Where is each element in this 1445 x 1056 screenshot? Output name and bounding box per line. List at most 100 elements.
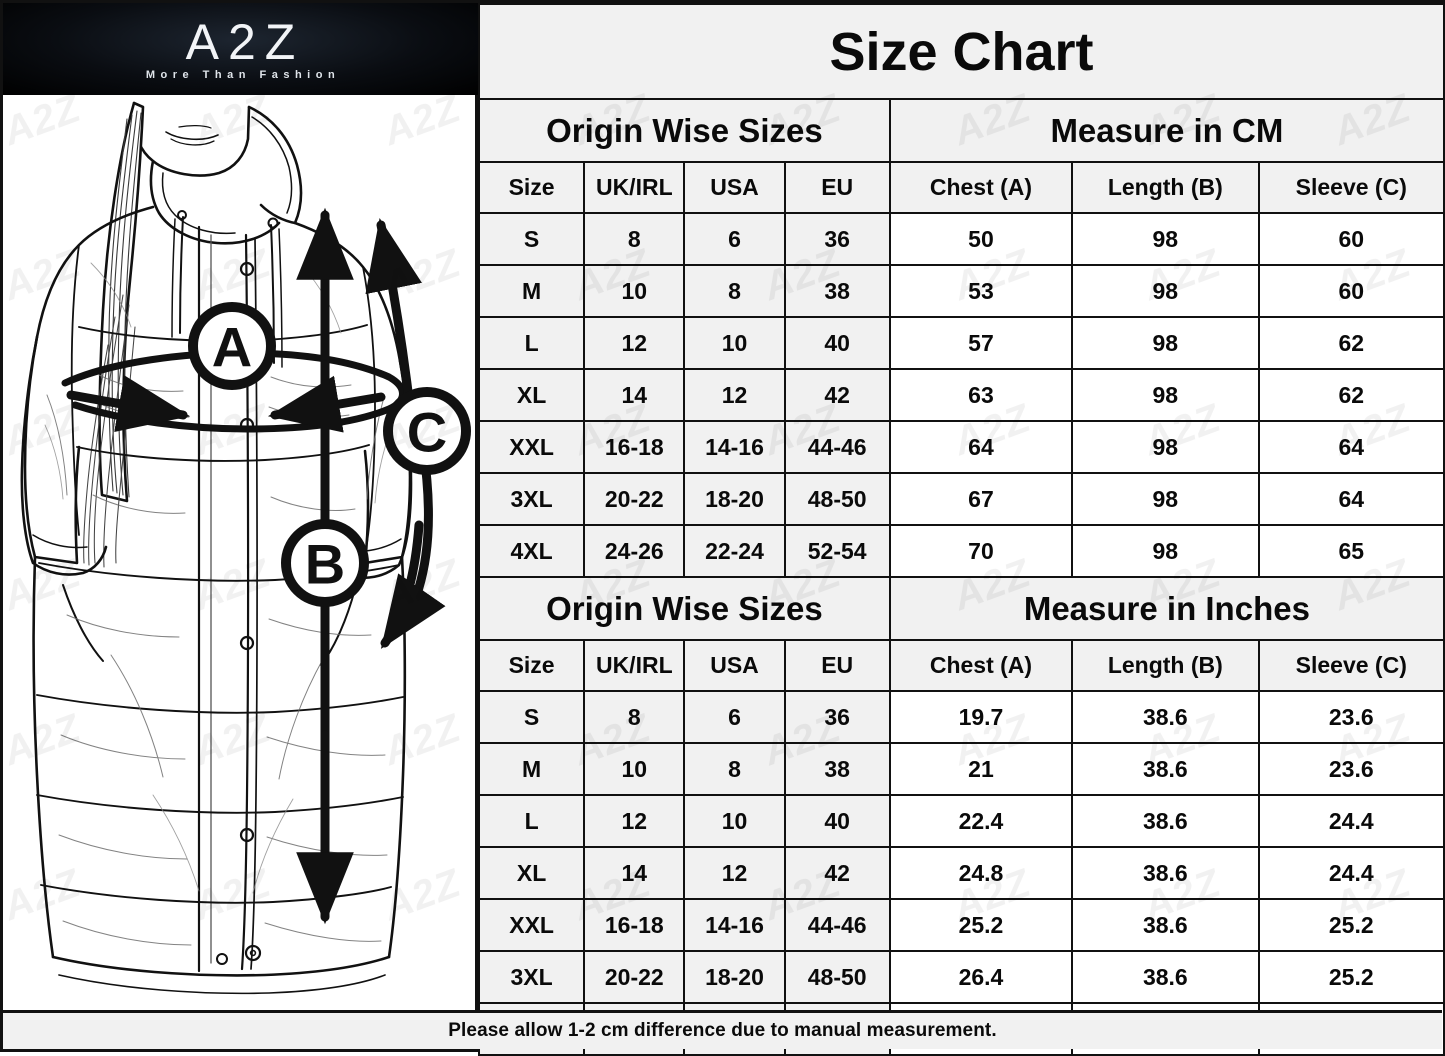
cell-size: 4XL [477, 524, 586, 578]
cell-usa: 22-24 [683, 524, 786, 578]
cell-ukirl: 10 [583, 742, 686, 796]
cell-usa: 10 [683, 316, 786, 370]
cell-eu: 40 [783, 316, 891, 370]
cell-ukirl: 8 [583, 690, 686, 744]
cell-sleeve: 65 [1257, 524, 1445, 578]
garment-illustration: A B [3, 95, 475, 1010]
cell-chest: 67 [888, 472, 1074, 526]
cell-length: 38.6 [1071, 794, 1260, 848]
cell-length: 98 [1071, 316, 1260, 370]
cell-length: 38.6 [1071, 690, 1260, 744]
table-row: 3XL 20-22 18-20 48-50 26.4 38.6 25.2 [477, 950, 1445, 1004]
table-row: S 8 6 36 50 98 60 [477, 212, 1445, 266]
cell-eu: 42 [783, 368, 891, 422]
cell-eu: 38 [783, 264, 891, 318]
svg-text:C: C [407, 401, 447, 464]
cell-eu: 44-46 [783, 898, 891, 952]
table-row: XL 14 12 42 24.8 38.6 24.4 [477, 846, 1445, 900]
cell-eu: 52-54 [783, 524, 891, 578]
cell-length: 98 [1071, 264, 1260, 318]
brand-tagline: More Than Fashion [145, 69, 341, 82]
cell-ukirl: 14 [583, 846, 686, 900]
cell-usa: 6 [683, 690, 786, 744]
cell-chest: 70 [888, 524, 1074, 578]
cell-size: 3XL [477, 472, 586, 526]
cell-chest: 24.8 [888, 846, 1074, 900]
cell-ukirl: 12 [583, 316, 686, 370]
cell-sleeve: 23.6 [1257, 690, 1445, 744]
cell-size: L [477, 316, 586, 370]
col-head-size-cm: Size [477, 161, 586, 214]
cell-chest: 64 [888, 420, 1074, 474]
cell-length: 38.6 [1071, 846, 1260, 900]
cell-sleeve: 64 [1257, 472, 1445, 526]
group-header-origin-in: Origin Wise Sizes [478, 576, 891, 641]
col-head-ukirl-in: UK/IRL [583, 639, 686, 692]
cell-size: XL [477, 846, 586, 900]
brand-logo: A2Z More Than Fashion [3, 3, 478, 95]
size-chart-table: Size Chart Origin Wise Sizes Measure in … [477, 3, 1445, 1056]
svg-text:B: B [305, 533, 345, 596]
cell-eu: 48-50 [783, 950, 891, 1004]
cell-usa: 18-20 [683, 472, 786, 526]
col-head-eu-in: EU [783, 639, 891, 692]
cell-length: 98 [1071, 212, 1260, 266]
table-row: XXL 16-18 14-16 44-46 64 98 64 [477, 420, 1445, 474]
cell-size: XXL [477, 898, 586, 952]
group-header-measure-in: Measure in Inches [888, 576, 1445, 641]
col-head-length-in: Length (B) [1071, 639, 1260, 692]
cell-usa: 12 [683, 846, 786, 900]
brand-name: A2Z [185, 13, 305, 70]
table-row: S 8 6 36 19.7 38.6 23.6 [477, 690, 1445, 744]
cell-eu: 48-50 [783, 472, 891, 526]
cell-usa: 18-20 [683, 950, 786, 1004]
cell-usa: 6 [683, 212, 786, 266]
col-head-usa-cm: USA [683, 161, 786, 214]
cell-ukirl: 20-22 [583, 472, 686, 526]
col-head-sleeve-cm: Sleeve (C) [1257, 161, 1445, 214]
cell-sleeve: 62 [1257, 368, 1445, 422]
cell-size: S [477, 690, 586, 744]
cell-ukirl: 8 [583, 212, 686, 266]
cell-sleeve: 60 [1257, 264, 1445, 318]
cell-eu: 44-46 [783, 420, 891, 474]
cell-chest: 26.4 [888, 950, 1074, 1004]
cell-chest: 53 [888, 264, 1074, 318]
cell-usa: 8 [683, 264, 786, 318]
cell-chest: 21 [888, 742, 1074, 796]
table-row: M 10 8 38 53 98 60 [477, 264, 1445, 318]
cell-length: 98 [1071, 524, 1260, 578]
col-head-eu-cm: EU [783, 161, 891, 214]
cell-ukirl: 10 [583, 264, 686, 318]
cell-chest: 22.4 [888, 794, 1074, 848]
cell-eu: 38 [783, 742, 891, 796]
cell-chest: 25.2 [888, 898, 1074, 952]
footer-note: Please allow 1-2 cm difference due to ma… [3, 1010, 1442, 1049]
cell-eu: 42 [783, 846, 891, 900]
illustration-panel: A2Z More Than Fashion [3, 3, 478, 1010]
col-head-sleeve-in: Sleeve (C) [1257, 639, 1445, 692]
cell-size: S [477, 212, 586, 266]
cell-size: 3XL [477, 950, 586, 1004]
svg-text:A: A [212, 316, 252, 379]
cell-length: 38.6 [1071, 898, 1260, 952]
cell-chest: 63 [888, 368, 1074, 422]
cell-size: XXL [477, 420, 586, 474]
cell-chest: 19.7 [888, 690, 1074, 744]
cell-chest: 50 [888, 212, 1074, 266]
cell-ukirl: 24-26 [583, 524, 686, 578]
cell-length: 98 [1071, 472, 1260, 526]
cell-sleeve: 24.4 [1257, 794, 1445, 848]
table-row: 4XL 24-26 22-24 52-54 70 98 65 [477, 524, 1445, 578]
col-head-length-cm: Length (B) [1071, 161, 1260, 214]
table-row: M 10 8 38 21 38.6 23.6 [477, 742, 1445, 796]
cell-length: 38.6 [1071, 950, 1260, 1004]
cell-sleeve: 25.2 [1257, 898, 1445, 952]
page-title: Size Chart [478, 3, 1445, 100]
cell-eu: 36 [783, 212, 891, 266]
cell-length: 98 [1071, 368, 1260, 422]
cell-length: 98 [1071, 420, 1260, 474]
marker-c: C [383, 387, 471, 475]
cell-size: XL [477, 368, 586, 422]
cell-eu: 36 [783, 690, 891, 744]
